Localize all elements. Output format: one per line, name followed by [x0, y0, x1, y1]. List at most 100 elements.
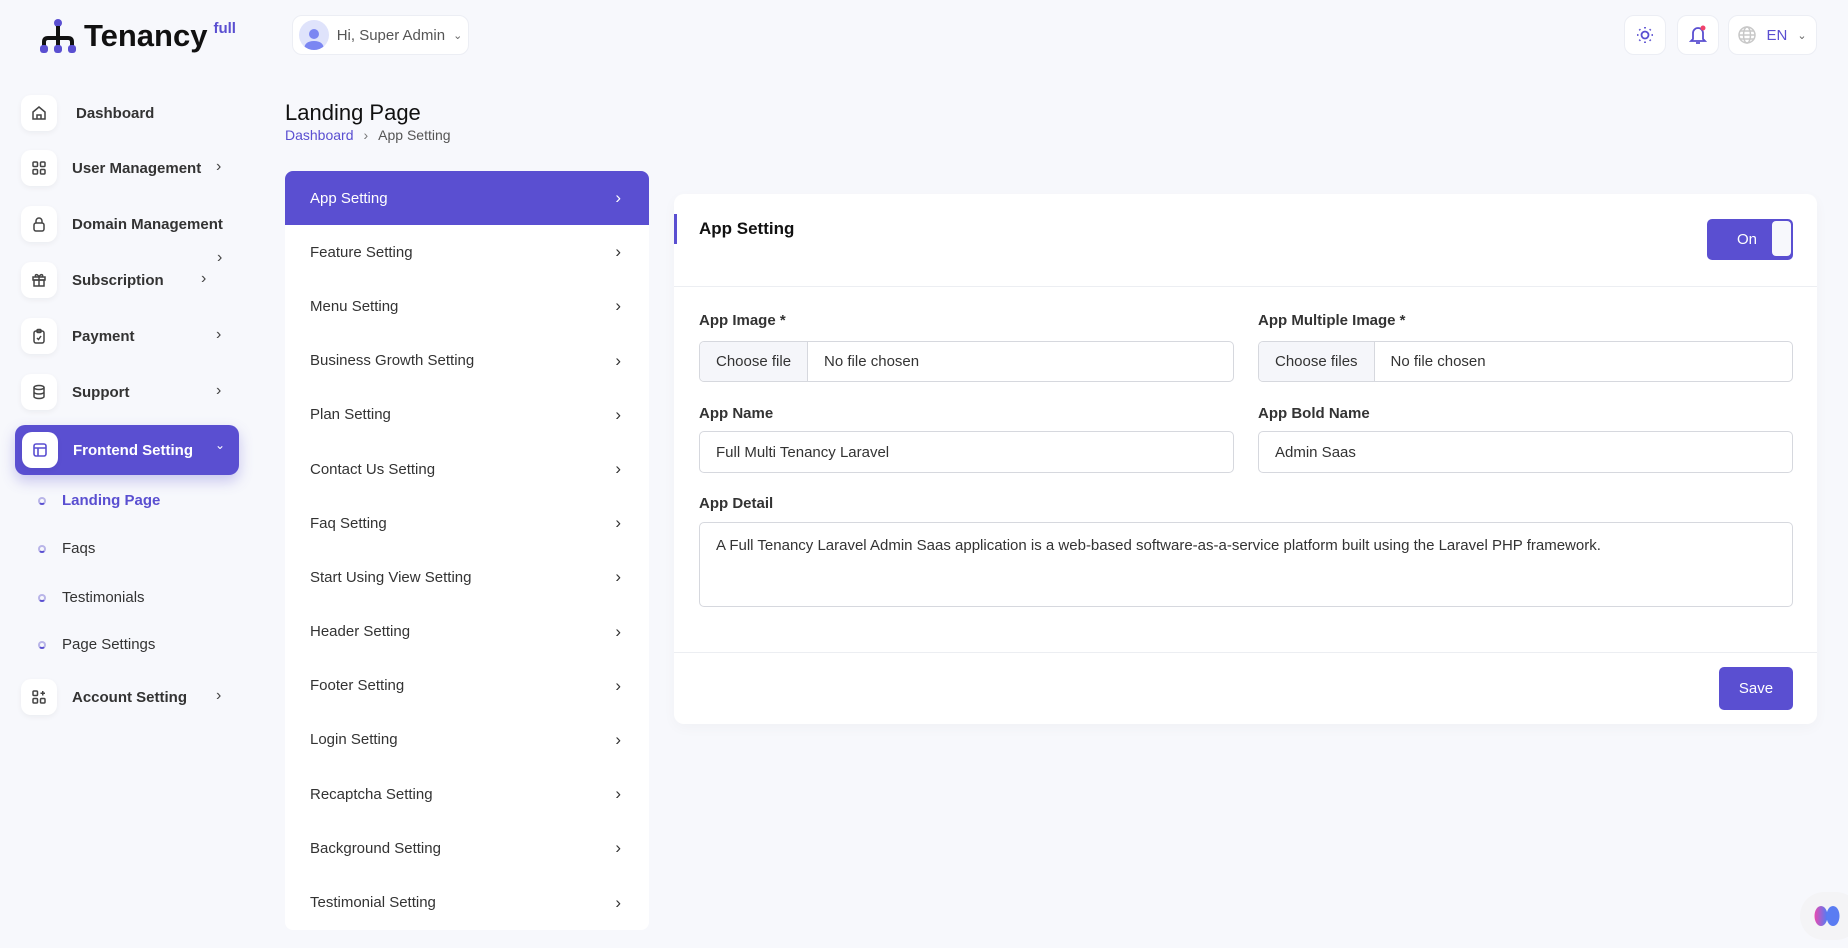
status-toggle[interactable]: On — [1707, 219, 1793, 260]
language-select[interactable]: EN ⌄ — [1728, 15, 1817, 55]
sidebar-item-account-setting[interactable]: Account Setting › — [21, 675, 236, 719]
chevron-right-icon: › — [201, 270, 207, 287]
app-image-file-input[interactable]: Choose file No file chosen — [699, 341, 1234, 382]
sidebar-item-label: Subscription — [72, 271, 164, 289]
choose-files-button[interactable]: Choose files — [1259, 342, 1375, 381]
app-detail-textarea[interactable]: A Full Tenancy Laravel Admin Saas applic… — [699, 522, 1793, 607]
assistant-button[interactable] — [1800, 892, 1848, 940]
settings-menu-item[interactable]: App Setting › — [285, 171, 649, 226]
chevron-right-icon: › — [615, 296, 621, 316]
settings-menu: App Setting › Feature Setting › Menu Setting… — [285, 171, 649, 930]
layout-icon — [22, 432, 58, 468]
sidebar-item-frontend-setting[interactable]: Frontend Setting ⌄ — [15, 425, 239, 475]
menu-item-label: Background Setting — [310, 839, 441, 857]
sidebar-subitem-faqs[interactable]: Faqs — [38, 540, 95, 557]
bullet-icon — [38, 640, 46, 649]
sidebar-item-label: Payment — [72, 327, 135, 345]
chevron-right-icon: › — [615, 459, 621, 479]
card-title: App Setting — [699, 219, 795, 238]
sidebar-subitem-testimonials[interactable]: Testimonials — [38, 589, 145, 606]
breadcrumb-dashboard[interactable]: Dashboard — [285, 127, 354, 143]
sidebar-item-user-management[interactable]: User Management › — [21, 146, 236, 190]
theme-toggle-button[interactable] — [1624, 15, 1666, 55]
lock-icon — [21, 206, 57, 242]
settings-menu-item[interactable]: Background Setting › — [285, 821, 649, 875]
sidebar-item-support[interactable]: Support › — [21, 370, 236, 414]
subitem-label: Testimonials — [62, 589, 145, 606]
chevron-right-icon: › — [216, 687, 222, 704]
sidebar-item-label: Account Setting — [72, 688, 187, 706]
sidebar-item-label: Frontend Setting — [73, 441, 193, 459]
menu-item-label: Menu Setting — [310, 297, 399, 315]
settings-menu-item[interactable]: Contact Us Setting › — [285, 442, 649, 496]
sidebar-subitem-page-settings[interactable]: Page Settings — [38, 636, 155, 653]
file-status: No file chosen — [824, 353, 920, 370]
menu-item-label: Business Growth Setting — [310, 352, 475, 370]
apps-add-icon — [21, 679, 57, 715]
chevron-right-icon: › — [216, 382, 222, 399]
save-button[interactable]: Save — [1719, 667, 1793, 710]
chevron-right-icon: › — [615, 784, 621, 804]
settings-menu-item[interactable]: Recaptcha Setting › — [285, 767, 649, 821]
sidebar-item-payment[interactable]: Payment › — [21, 314, 236, 358]
settings-menu-item[interactable]: Login Setting › — [285, 713, 649, 767]
menu-item-label: Feature Setting — [310, 243, 413, 261]
divider — [674, 652, 1817, 653]
app-detail-label: App Detail — [699, 495, 774, 512]
app-name-input[interactable]: Full Multi Tenancy Laravel — [699, 431, 1234, 473]
sidebar-item-dashboard[interactable]: Dashboard — [21, 91, 236, 135]
settings-menu-item[interactable]: Footer Setting › — [285, 659, 649, 713]
subitem-label: Landing Page — [62, 492, 161, 509]
chevron-right-icon: › — [615, 242, 621, 262]
logo-icon — [40, 19, 76, 53]
bullet-icon — [38, 544, 46, 553]
settings-menu-item[interactable]: Faq Setting › — [285, 496, 649, 550]
settings-menu-item[interactable]: Testimonial Setting › — [285, 875, 649, 929]
app-multiple-image-file-input[interactable]: Choose files No file chosen — [1258, 341, 1793, 382]
settings-menu-item[interactable]: Menu Setting › — [285, 279, 649, 333]
app-multiple-image-label: App Multiple Image * — [1258, 312, 1406, 329]
sidebar-item-label: Domain Management — [72, 215, 223, 233]
app-bold-name-label: App Bold Name — [1258, 405, 1370, 422]
user-menu[interactable]: Hi, Super Admin ⌄ — [292, 15, 469, 55]
chevron-right-icon: › — [615, 892, 621, 912]
app-name-label: App Name — [699, 405, 774, 422]
logo[interactable]: Tenancy full — [38, 18, 236, 54]
toggle-label: On — [1737, 231, 1758, 248]
menu-item-label: Header Setting — [310, 623, 411, 641]
chevron-down-icon: ⌄ — [1797, 29, 1807, 42]
app-image-label: App Image * — [699, 312, 786, 329]
database-icon — [21, 374, 57, 410]
grid-icon — [21, 150, 57, 186]
title-accent — [674, 214, 677, 244]
settings-menu-item[interactable]: Start Using View Setting › — [285, 550, 649, 604]
menu-item-label: Start Using View Setting — [310, 568, 472, 586]
clipboard-icon — [21, 318, 57, 354]
brain-icon — [1814, 906, 1840, 926]
sidebar-item-subscription[interactable]: Subscription › — [21, 258, 236, 302]
chevron-down-icon: ⌄ — [215, 438, 226, 452]
sidebar-item-label: User Management — [72, 159, 202, 177]
subitem-label: Page Settings — [62, 636, 156, 653]
app-bold-name-input[interactable]: Admin Saas — [1258, 431, 1793, 473]
user-greeting: Hi, Super Admin — [336, 26, 446, 44]
notifications-button[interactable] — [1677, 15, 1719, 55]
settings-menu-item[interactable]: Business Growth Setting › — [285, 334, 649, 388]
divider — [674, 286, 1817, 287]
avatar — [298, 20, 329, 50]
brand-sup: full — [213, 20, 236, 37]
settings-menu-item[interactable]: Plan Setting › — [285, 388, 649, 442]
choose-file-button[interactable]: Choose file — [700, 342, 809, 381]
bullet-icon — [38, 496, 46, 505]
chevron-right-icon: › — [615, 729, 621, 749]
chevron-right-icon: › — [363, 127, 369, 143]
chevron-right-icon: › — [615, 567, 621, 587]
sidebar-subitem-landing-page[interactable]: Landing Page — [38, 492, 160, 509]
sidebar-item-label: Support — [72, 383, 130, 401]
home-icon — [21, 95, 57, 131]
bullet-icon — [38, 593, 46, 602]
breadcrumb-current: App Setting — [378, 127, 451, 143]
settings-menu-item[interactable]: Feature Setting › — [285, 225, 649, 279]
settings-menu-item[interactable]: Header Setting › — [285, 605, 649, 659]
sidebar-item-domain-management[interactable]: Domain Management › — [21, 202, 236, 266]
